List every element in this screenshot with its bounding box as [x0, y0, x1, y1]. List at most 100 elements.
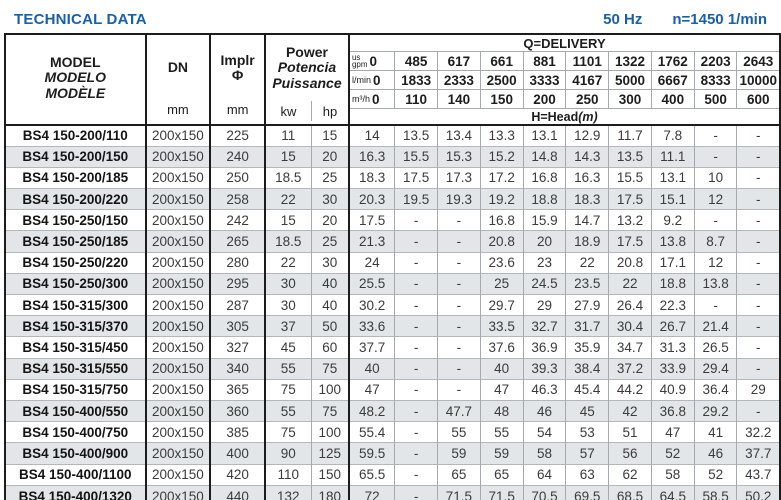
head-value-cell: 23 — [522, 251, 566, 274]
dn-label: DN — [167, 59, 189, 76]
head-value-cell: 24 — [347, 251, 395, 274]
head-value-cell: 43.7 — [736, 463, 780, 486]
head-value-cell: 47 — [650, 421, 695, 443]
head-value-cell: 47 — [347, 378, 395, 401]
head-value-cell: 70.5 — [522, 484, 566, 500]
table-row: BS4 150-250/150 200x150 242 15 20 17.5- -16.8 1… — [5, 209, 780, 231]
head-value-cell: 18.3 — [347, 166, 395, 189]
page-title: TECHNICAL DATA — [14, 11, 147, 28]
head-value-cell: 16.3 — [565, 166, 609, 189]
power-label-fr: Puissance — [272, 74, 342, 91]
table-header: MODEL MODELO MODÈLE DN mm Implr Φ mm — [5, 34, 780, 126]
table-row: BS4 150-400/750 200x150 385 75 100 55.4-55 55 5… — [5, 421, 780, 443]
dn-cell: 200x150 — [145, 145, 212, 168]
head-value-cell: 13.4 — [437, 125, 481, 147]
head-value-cell: 12 — [693, 251, 737, 274]
head-value-cell: 33.9 — [650, 357, 695, 380]
model-label-fr: MODÈLE — [45, 84, 106, 101]
model-cell: BS4 150-200/185 — [5, 166, 147, 189]
kw-cell: 15 — [264, 145, 312, 168]
head-value-cell: - — [437, 357, 481, 380]
head-value-cell: - — [693, 209, 737, 231]
head-value-cell: 59.5 — [347, 442, 395, 464]
head-value-cell: 10 — [693, 166, 737, 189]
delivery-value: 485 — [394, 51, 438, 71]
hp-cell: 75 — [311, 357, 350, 380]
model-cell: BS4 150-400/1100 — [5, 463, 147, 486]
delivery-value: 250 — [565, 89, 609, 109]
head-value-cell: 15.5 — [394, 145, 438, 168]
head-value-cell: 31.7 — [565, 315, 609, 337]
dn-cell: 200x150 — [145, 399, 212, 422]
model-cell: BS4 150-315/750 — [5, 378, 147, 401]
head-value-cell: - — [736, 145, 780, 168]
head-value-cell: 24.5 — [522, 272, 566, 295]
head-value-cell: 35.9 — [565, 336, 609, 359]
table-row: BS4 150-315/370 200x150 305 37 50 33.6- -33.5 3… — [5, 315, 780, 337]
table-row: BS4 150-315/750 200x150 365 75 100 47- -47 46.3… — [5, 378, 780, 401]
head-value-cell: 14.7 — [565, 209, 609, 231]
delivery-value: 140 — [437, 89, 481, 109]
head-value-cell: - — [394, 484, 438, 500]
head-value-cell: - — [736, 209, 780, 231]
kw-cell: 132 — [264, 484, 312, 500]
dn-cell: 200x150 — [145, 251, 212, 274]
delivery-value: 110 — [394, 89, 438, 109]
head-unit: (m) — [578, 109, 598, 124]
head-value-cell: 34.7 — [608, 336, 652, 359]
head-value-cell: 29.2 — [693, 399, 737, 422]
head-value-cell: 64.5 — [650, 484, 695, 500]
table-row: BS4 150-315/550 200x150 340 55 75 40- -40 39.3 3… — [5, 357, 780, 380]
impeller-unit: mm — [226, 102, 249, 117]
table-row: BS4 150-200/220 200x150 258 22 30 20.3 19.5 19.… — [5, 188, 780, 210]
dn-cell: 200x150 — [145, 336, 212, 359]
head-value-cell: - — [736, 125, 780, 147]
model-cell: BS4 150-400/550 — [5, 399, 147, 422]
delivery-unit-label: us gpm — [352, 53, 368, 69]
head-value-cell: 30.4 — [608, 315, 652, 337]
head-value-cell: 22.3 — [650, 293, 695, 316]
head-value-cell: 47.7 — [437, 399, 481, 422]
head-value-cell: 25 — [479, 272, 524, 295]
model-cell: BS4 150-400/1320 — [5, 484, 147, 500]
hp-cell: 25 — [311, 166, 350, 189]
head-value-cell: - — [736, 315, 780, 337]
head-value-cell: 22 — [565, 251, 609, 274]
hp-cell: 15 — [311, 125, 350, 147]
head-value-cell: 7.8 — [650, 125, 695, 147]
delivery-unit-label: m³/h — [352, 94, 370, 104]
kw-cell: 45 — [264, 336, 312, 359]
dn-cell: 200x150 — [145, 421, 212, 443]
head-value-cell: 65.5 — [347, 463, 395, 486]
hp-cell: 100 — [311, 421, 350, 443]
dn-cell: 200x150 — [145, 463, 212, 486]
delivery-value: 2500 — [479, 70, 524, 90]
model-cell: BS4 150-200/110 — [5, 125, 147, 147]
delivery-value: 881 — [522, 51, 566, 71]
model-cell: BS4 150-200/220 — [5, 188, 147, 210]
dn-cell: 200x150 — [145, 125, 212, 147]
head-value-cell: 65 — [437, 463, 481, 486]
head-value-cell: - — [693, 125, 737, 147]
head-value-cell: 13.5 — [394, 125, 438, 147]
head-value-cell: - — [736, 293, 780, 316]
table-row: BS4 150-250/300 200x150 295 30 40 25.5- -25 24.… — [5, 272, 780, 295]
dn-cell: 200x150 — [145, 230, 212, 253]
kw-cell: 30 — [264, 293, 312, 316]
head-value-cell: 17.5 — [347, 209, 395, 231]
kw-cell: 110 — [264, 463, 312, 486]
head-value-cell: - — [437, 272, 481, 295]
head-value-cell: 9.2 — [650, 209, 695, 231]
head-value-cell: - — [736, 230, 780, 253]
head-value-cell: 29.7 — [479, 293, 524, 316]
head-value-cell: 20.8 — [479, 230, 524, 253]
impeller-cell: 265 — [210, 230, 266, 253]
head-value-cell: 26.7 — [650, 315, 695, 337]
head-value-cell: 55 — [479, 421, 524, 443]
delivery-lmin-row: l/min 0 1833 2333 2500 3333 4167 5000 6667 8333 10… — [5, 70, 780, 90]
hp-cell: 40 — [311, 293, 350, 316]
head-value-cell: 13.5 — [608, 145, 652, 168]
head-title: H=Head(m) — [347, 108, 780, 126]
head-value-cell: 18.3 — [565, 188, 609, 210]
head-value-cell: 59 — [479, 442, 524, 464]
